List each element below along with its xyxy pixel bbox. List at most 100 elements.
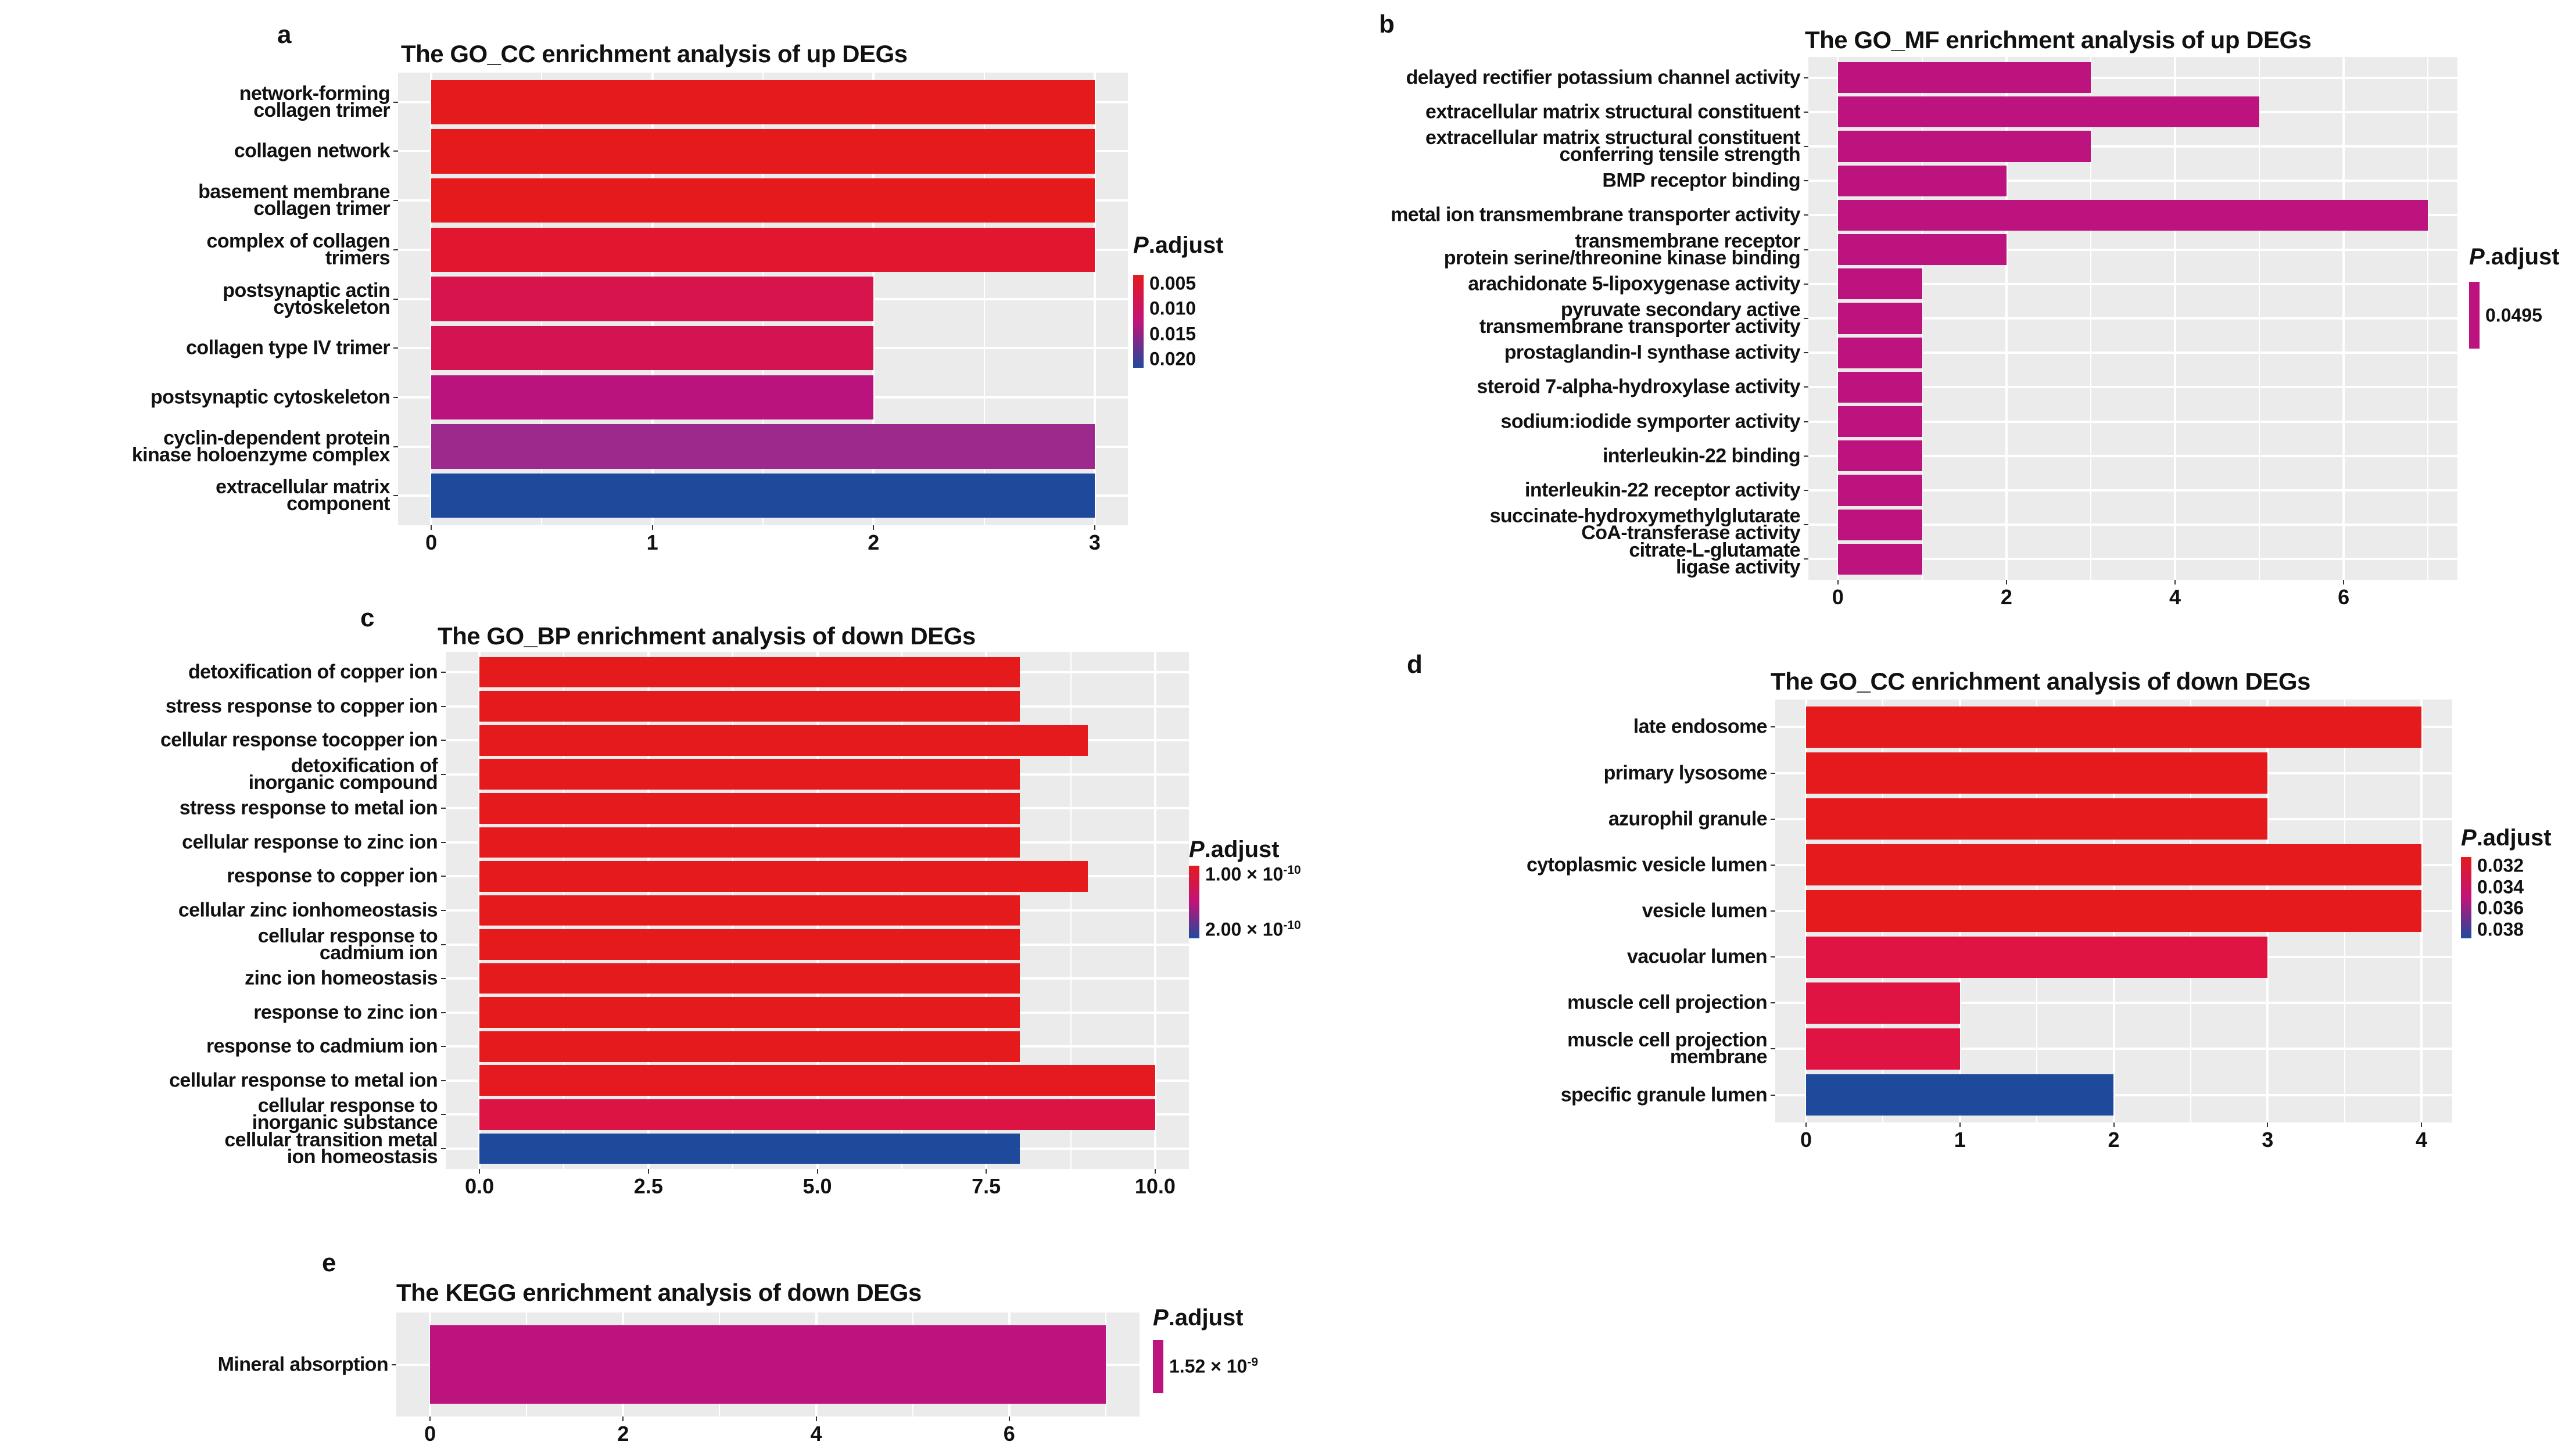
bar[interactable] [431,277,874,321]
x-tick-mark [2113,1123,2115,1127]
legend-label: 0.005 [1149,274,1196,293]
bar[interactable] [1805,706,2422,748]
y-tick-mark [1804,111,1808,113]
x-tick-mark [2174,580,2176,584]
y-tick-mark [441,1080,446,1081]
legend-colorbar [2461,857,2471,938]
y-tick-label: metal ion transmembrane transporter acti… [1391,203,1800,226]
bar[interactable] [430,1325,1106,1404]
bar[interactable] [1837,371,1922,403]
y-tick-label: network-forming collagen trimer [239,82,390,121]
bar[interactable] [1805,1074,2114,1116]
bar[interactable] [479,691,1020,722]
bar[interactable] [1805,936,2268,978]
y-tick-mark [1804,77,1808,78]
legend-title-rest: .adjust [1204,837,1280,862]
plot-panel [1775,700,2452,1123]
bar[interactable] [1837,303,1922,334]
bar[interactable] [479,1133,1020,1164]
bar[interactable] [1837,234,2007,266]
y-tick-mark [393,150,398,152]
bar[interactable] [479,759,1020,790]
bar[interactable] [1837,131,2091,162]
x-tick-label: 1 [646,530,658,554]
bar[interactable] [1805,844,2422,886]
bar[interactable] [479,657,1020,688]
bar[interactable] [1837,337,1922,368]
bar[interactable] [479,1099,1155,1130]
bar[interactable] [1837,165,2007,196]
legend-label-base: 0.038 [2477,919,2524,940]
bar[interactable] [1805,798,2268,840]
bar[interactable] [479,725,1088,756]
bar[interactable] [479,895,1020,926]
bar[interactable] [1805,1028,1960,1070]
bar[interactable] [431,474,1095,518]
x-tick-label: 4 [2169,585,2181,609]
legend-title-p: P [1153,1305,1169,1331]
legend-label-exponent: -10 [1283,918,1301,932]
gridline-major [1808,420,2457,423]
y-tick-mark [1804,558,1808,560]
gridline-major [1808,454,2457,457]
bar[interactable] [431,227,1095,272]
bar[interactable] [1837,406,1922,437]
y-tick-label: response to cadmium ion [206,1035,438,1057]
legend-label-base: 0.034 [2477,876,2524,898]
x-tick-label: 3 [2262,1128,2274,1152]
bar[interactable] [479,997,1020,1028]
legend-label: 1.00 × 10-10 [1205,864,1301,884]
x-tick-label: 4 [810,1422,822,1446]
y-tick-label: succinate-hydroxymethylglutarate CoA-tra… [1489,505,1801,544]
x-tick-mark [2343,580,2345,584]
bar[interactable] [1805,890,2422,932]
bar[interactable] [1837,440,1922,472]
y-tick-mark [1804,490,1808,492]
bar[interactable] [1805,982,1960,1024]
gridline-major [1808,76,2457,79]
bar[interactable] [1837,62,2091,94]
bar[interactable] [1837,268,1922,300]
y-tick-label: cellular response to metal ion [169,1069,438,1092]
y-tick-mark [1804,352,1808,354]
legend-label: 0.015 [1149,324,1196,343]
x-tick-mark [622,1416,624,1421]
bar[interactable] [431,326,874,371]
bar[interactable] [479,1031,1020,1062]
bar[interactable] [431,80,1095,124]
y-tick-mark [393,495,398,497]
bar[interactable] [479,861,1088,892]
x-tick-label: 4 [2416,1128,2428,1152]
legend-colorbar [2469,282,2480,349]
bar[interactable] [1837,96,2260,128]
y-tick-mark [441,1012,446,1013]
legend-label-base: 0.020 [1149,348,1196,370]
bar[interactable] [479,1065,1155,1096]
y-tick-mark [1771,864,1775,866]
x-tick-label: 7.5 [972,1174,1001,1198]
bar[interactable] [1805,752,2268,794]
x-tick-mark [2421,1123,2423,1127]
bar[interactable] [1837,475,1922,506]
x-tick-label: 2 [868,530,880,554]
y-tick-label: cytoplasmic vesicle lumen [1527,853,1768,876]
y-tick-label: cellular response tocopper ion [160,729,438,751]
bar[interactable] [431,375,874,419]
bar[interactable] [479,827,1020,858]
y-tick-label: zinc ion homeostasis [245,967,438,989]
y-tick-label: stress response to metal ion [179,797,438,819]
bar[interactable] [1837,199,2428,231]
bar[interactable] [479,792,1020,824]
y-tick-label: muscle cell projection [1567,991,1768,1014]
bar[interactable] [1837,543,1922,575]
bar[interactable] [479,963,1020,994]
x-tick-label: 2 [617,1422,629,1446]
bar[interactable] [431,129,1095,174]
bar[interactable] [1837,509,1922,540]
legend-label-base: 0.032 [2477,855,2524,876]
legend-title: P.adjust [1133,232,1224,258]
x-tick-mark [1008,1416,1010,1421]
bar[interactable] [479,929,1020,960]
bar[interactable] [431,178,1095,223]
bar[interactable] [431,424,1095,469]
